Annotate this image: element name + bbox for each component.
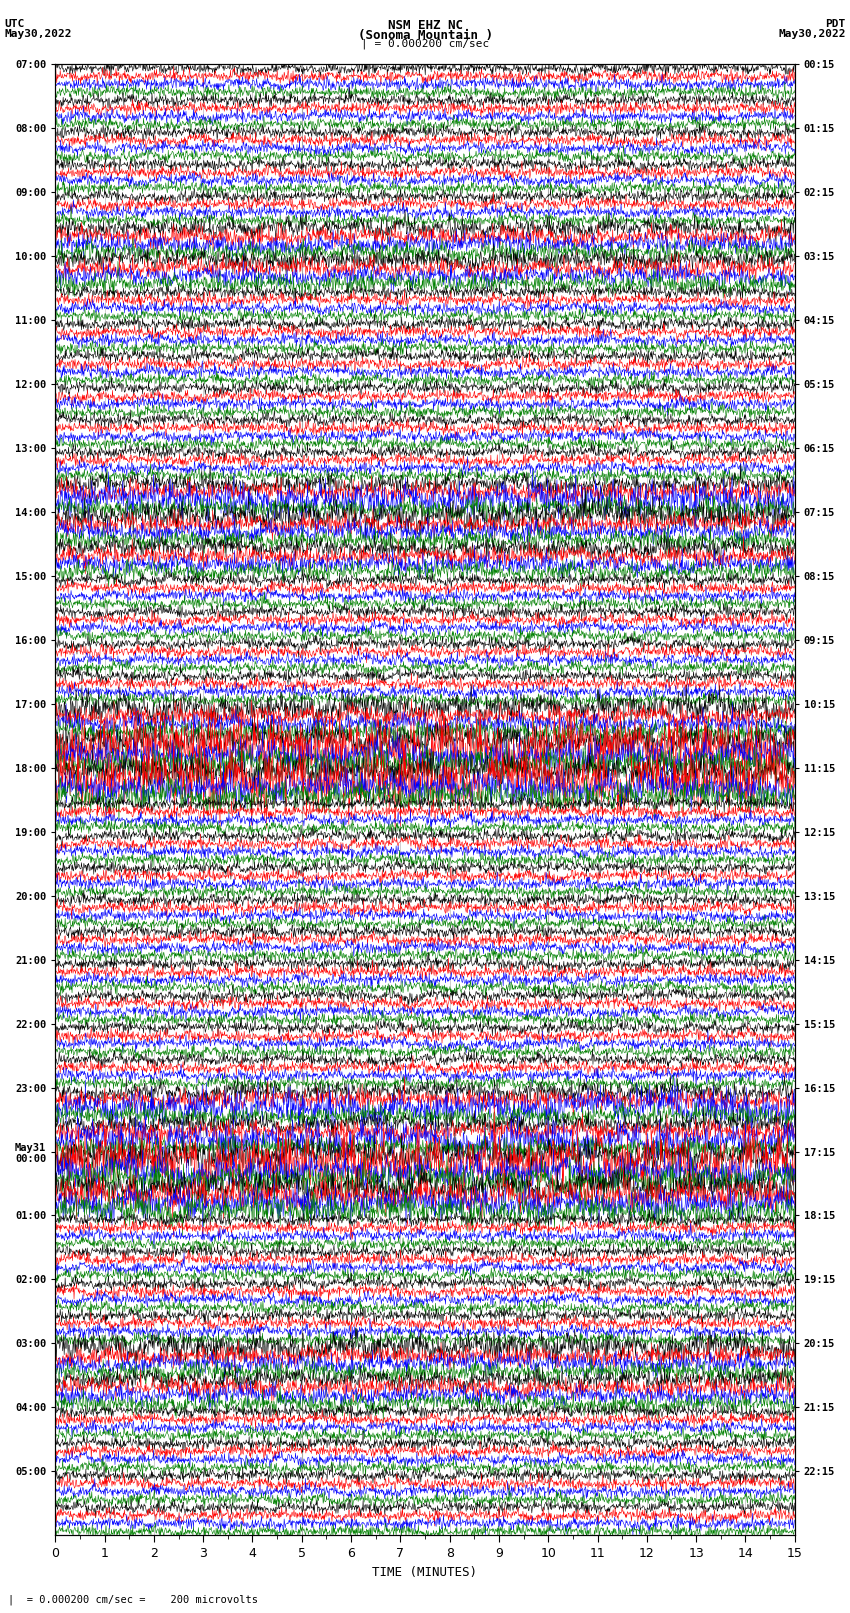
Text: May30,2022: May30,2022 (779, 29, 846, 39)
Text: NSM EHZ NC: NSM EHZ NC (388, 19, 462, 32)
Text: |  = 0.000200 cm/sec =    200 microvolts: | = 0.000200 cm/sec = 200 microvolts (8, 1594, 258, 1605)
Text: May30,2022: May30,2022 (4, 29, 71, 39)
Text: | = 0.000200 cm/sec: | = 0.000200 cm/sec (361, 39, 489, 50)
Text: UTC: UTC (4, 19, 25, 29)
X-axis label: TIME (MINUTES): TIME (MINUTES) (372, 1566, 478, 1579)
Text: (Sonoma Mountain ): (Sonoma Mountain ) (358, 29, 492, 42)
Text: PDT: PDT (825, 19, 846, 29)
